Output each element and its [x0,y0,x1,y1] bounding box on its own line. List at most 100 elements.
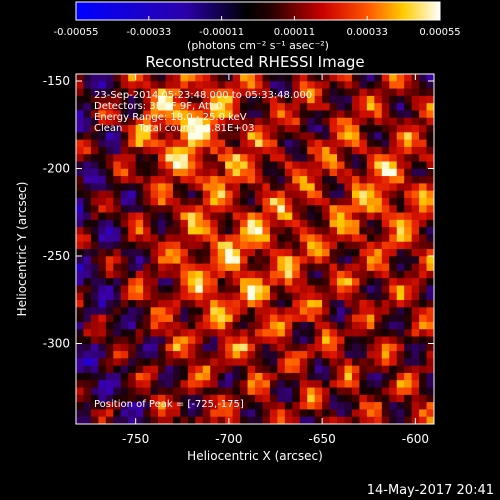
heatmap-cell [195,176,204,184]
heatmap-cell [105,409,114,418]
heatmap-cell [307,394,316,403]
heatmap-cell [389,329,398,337]
heatmap-cell [217,336,226,345]
heatmap-cell [344,168,353,177]
heatmap-cell [284,205,293,213]
heatmap-cell [76,380,84,388]
heatmap-cell [329,176,338,184]
heatmap-cell [83,117,92,126]
heatmap-cell [128,358,137,367]
heatmap-cell [351,227,360,235]
heatmap-cell [262,380,271,388]
heatmap-cell [351,256,360,264]
heatmap-cell [76,351,84,359]
heatmap-cell [351,380,360,388]
heatmap-cell [180,380,189,388]
heatmap-cell [187,285,196,294]
heatmap-cell [351,81,360,89]
heatmap-cell [396,88,405,97]
heatmap-cell [359,241,368,250]
heatmap-cell [381,270,390,279]
heatmap-cell [329,314,338,323]
heatmap-cell [381,380,390,388]
heatmap-cell [210,416,219,424]
heatmap-cell [232,314,241,323]
heatmap-cell [337,205,345,213]
heatmap-cell [284,365,293,374]
heatmap-cell [329,372,338,381]
heatmap-cell [322,212,330,221]
heatmap-cell [404,110,413,119]
heatmap-cell [172,74,181,82]
heatmap-cell [411,95,420,104]
heatmap-cell [128,300,137,308]
heatmap-cell [359,190,368,199]
heatmap-cell [255,249,263,257]
heatmap-cell [396,110,405,119]
heatmap-cell [158,88,166,97]
heatmap-cell [225,365,234,374]
heatmap-cell [202,343,211,352]
heatmap-cell [225,117,234,126]
heatmap-cell [210,270,219,279]
heatmap-cell [143,365,151,374]
heatmap-cell [158,139,166,148]
heatmap-cell [329,402,338,410]
heatmap-cell [419,329,427,337]
heatmap-cell [337,176,345,184]
heatmap-cell [299,103,308,111]
heatmap-cell [150,329,159,337]
heatmap-cell [202,372,211,381]
heatmap-cell [284,183,293,192]
heatmap-cell [292,416,301,424]
heatmap-cell [351,270,360,279]
heatmap-cell [262,285,271,294]
heatmap-cell [255,95,263,104]
heatmap-cell [202,154,211,162]
heatmap-cell [344,190,353,199]
heatmap-cell [232,227,241,235]
heatmap-cell [172,351,181,359]
heatmap-cell [98,88,107,97]
heatmap-cell [404,278,413,286]
heatmap-cell [366,241,375,250]
heatmap-cell [217,168,226,177]
heatmap-cell [344,154,353,162]
heatmap-cell [202,168,211,177]
heatmap-cell [366,278,375,286]
heatmap-cell [344,278,353,286]
heatmap-cell [366,365,375,374]
heatmap-cell [210,365,219,374]
heatmap-cell [247,219,256,228]
heatmap-cell [381,103,390,111]
heatmap-cell [396,176,405,184]
heatmap-cell [247,146,256,155]
heatmap-cell [172,270,181,279]
heatmap-cell [277,416,286,424]
heatmap-cell [76,161,84,170]
heatmap-cell [411,103,420,111]
heatmap-cell [143,292,151,301]
heatmap-cell [262,292,271,301]
heatmap-cell [404,227,413,235]
heatmap-cell [187,387,196,396]
heatmap-cell [404,146,413,155]
heatmap-cell [120,387,129,396]
heatmap-cell [105,81,114,89]
heatmap-cell [322,343,330,352]
heatmap-cell [217,387,226,396]
heatmap-cell [389,212,398,221]
heatmap-cell [135,278,144,286]
heatmap-cell [314,81,323,89]
heatmap-cell [240,285,248,294]
heatmap-cell [247,409,256,418]
heatmap-cell [299,256,308,264]
heatmap-cell [172,249,181,257]
heatmap-cell [411,205,420,213]
heatmap-cell [128,351,137,359]
heatmap-cell [217,219,226,228]
heatmap-cell [105,292,114,301]
heatmap-cell [262,409,271,418]
heatmap-cell [120,336,129,345]
